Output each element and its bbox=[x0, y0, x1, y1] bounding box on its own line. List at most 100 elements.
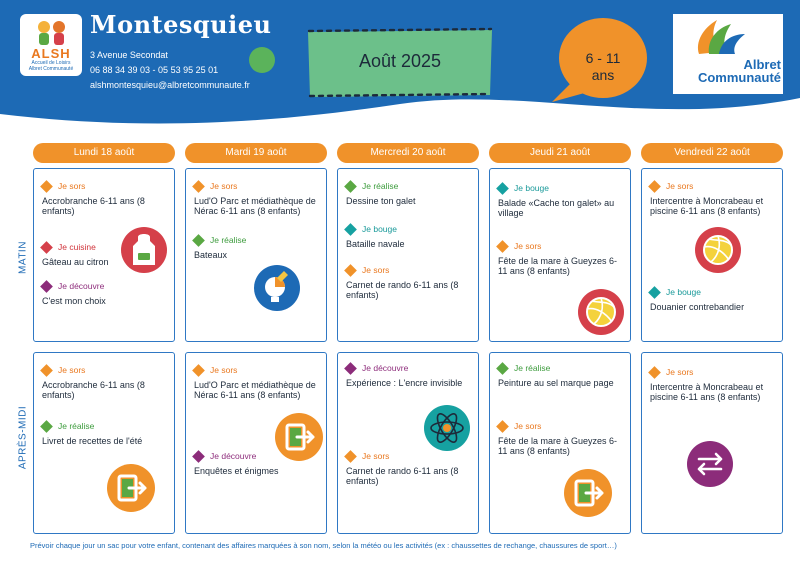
albret-logo: Albret Communauté bbox=[673, 14, 783, 94]
green-diamond-icon bbox=[344, 179, 357, 193]
activity: Je sors Lud'O Parc et médiathèque de Nér… bbox=[192, 363, 322, 400]
activity-text: Fête de la mare à Gueyzes 6-11 ans (8 en… bbox=[498, 256, 618, 276]
category-label: Je réalise bbox=[514, 363, 551, 373]
age-range-value: 6 - 11 bbox=[585, 50, 621, 66]
purple-diamond-icon bbox=[40, 279, 53, 293]
activity: Je sors Accrobranche 6-11 ans (8 enfants… bbox=[40, 363, 170, 400]
category-tag: Je sors bbox=[40, 363, 170, 377]
category-label: Je cuisine bbox=[58, 242, 96, 252]
activity: Je réalise Bateaux bbox=[192, 233, 322, 260]
orange-diamond-icon bbox=[496, 239, 509, 253]
teal-diamond-icon bbox=[344, 222, 357, 236]
activity: Je sors Carnet de rando 6-11 ans (8 enfa… bbox=[344, 263, 474, 300]
age-range: 6 - 11 ans bbox=[558, 50, 648, 84]
category-tag: Je sors bbox=[648, 179, 778, 193]
children-icon bbox=[38, 21, 65, 45]
activity-text: Lud'O Parc et médiathèque de Nérac 6-11 … bbox=[194, 196, 316, 216]
exit-door-icon bbox=[275, 413, 323, 461]
brand-line2: Communauté bbox=[697, 70, 781, 85]
day-header-thursday: Jeudi 21 août bbox=[489, 143, 631, 163]
activity: Je bouge Bataille navale bbox=[344, 222, 474, 249]
exit-door-icon bbox=[564, 469, 612, 517]
exit-door-icon bbox=[107, 464, 155, 512]
email[interactable]: alshmontesquieu@albretcommunaute.fr bbox=[90, 80, 250, 90]
activity-text: Lud'O Parc et médiathèque de Nérac 6-11 … bbox=[194, 380, 316, 400]
month-label: Août 2025 bbox=[358, 51, 442, 71]
category-label: Je sors bbox=[58, 365, 86, 375]
category-label: Je bouge bbox=[514, 183, 549, 193]
day-header-wednesday: Mercredi 20 août bbox=[337, 143, 479, 163]
green-diamond-icon bbox=[496, 361, 509, 375]
category-label: Je réalise bbox=[362, 181, 399, 191]
activity: Je sors Fête de la mare à Gueyzes 6-11 a… bbox=[496, 419, 626, 456]
age-range-unit: ans bbox=[591, 67, 615, 83]
red-diamond-icon bbox=[40, 240, 53, 254]
orange-diamond-icon bbox=[344, 263, 357, 277]
activity-text: Bateaux bbox=[194, 250, 228, 260]
activity-text: Bataille navale bbox=[346, 239, 405, 249]
activity: Je découvre Expérience : L'encre invisib… bbox=[344, 361, 474, 388]
cell-monday-afternoon: Je sors Accrobranche 6-11 ans (8 enfants… bbox=[33, 352, 175, 534]
volleyball-icon bbox=[578, 289, 624, 335]
brand-line1: Albret bbox=[743, 57, 781, 72]
green-diamond-icon bbox=[40, 419, 53, 433]
logo-line2: Albret Communauté bbox=[28, 66, 74, 72]
orange-diamond-icon bbox=[648, 365, 661, 379]
swap-arrows-icon bbox=[687, 441, 733, 487]
green-diamond-icon bbox=[192, 233, 205, 247]
activity: Je sors Intercentre à Moncrabeau et pisc… bbox=[648, 179, 778, 216]
category-label: Je sors bbox=[210, 365, 238, 375]
category-tag: Je sors bbox=[648, 365, 778, 379]
category-label: Je réalise bbox=[58, 421, 95, 431]
activity-text: Enquêtes et énigmes bbox=[194, 466, 279, 476]
activity-text: Carnet de rando 6-11 ans (8 enfants) bbox=[346, 466, 459, 486]
category-tag: Je réalise bbox=[344, 179, 474, 193]
footer-note: Prévoir chaque jour un sac pour votre en… bbox=[30, 541, 617, 550]
orange-diamond-icon bbox=[40, 179, 53, 193]
cell-monday-morning: Je sors Accrobranche 6-11 ans (8 enfants… bbox=[33, 168, 175, 342]
teal-diamond-icon bbox=[648, 285, 661, 299]
category-label: Je sors bbox=[58, 181, 86, 191]
activity: Je découvre C'est mon choix bbox=[40, 279, 170, 306]
row-label-morning: MATIN bbox=[17, 241, 29, 274]
phone-numbers: 06 88 34 39 03 - 05 53 95 25 01 bbox=[90, 65, 219, 75]
cell-wednesday-morning: Je réalise Dessine ton galet Je bouge Ba… bbox=[337, 168, 479, 342]
activity: Je sors Intercentre à Moncrabeau et pisc… bbox=[648, 365, 778, 402]
activity: Je sors Accrobranche 6-11 ans (8 enfants… bbox=[40, 179, 170, 216]
category-tag: Je bouge bbox=[648, 285, 778, 299]
orange-diamond-icon bbox=[496, 419, 509, 433]
category-tag: Je cuisine bbox=[40, 240, 122, 254]
category-tag: Je sors bbox=[192, 179, 322, 193]
category-label: Je bouge bbox=[362, 224, 397, 234]
activity-text: Accrobranche 6-11 ans (8 enfants) bbox=[42, 380, 145, 400]
activity-text: Peinture au sel marque page bbox=[498, 378, 614, 388]
activity-text: Balade «Cache ton galet» au village bbox=[498, 198, 615, 218]
page-title: Montesquieu bbox=[90, 10, 272, 39]
activity-text: C'est mon choix bbox=[42, 296, 106, 306]
orange-diamond-icon bbox=[192, 363, 205, 377]
category-tag: Je découvre bbox=[40, 279, 170, 293]
category-tag: Je bouge bbox=[496, 181, 626, 195]
activity: Je sors Carnet de rando 6-11 ans (8 enfa… bbox=[344, 449, 474, 486]
orange-diamond-icon bbox=[192, 179, 205, 193]
cell-tuesday-afternoon: Je sors Lud'O Parc et médiathèque de Nér… bbox=[185, 352, 327, 534]
header: ALSH Accueil de Loisirs Albret Communaut… bbox=[0, 0, 800, 132]
albret-flame-icon bbox=[697, 20, 745, 54]
month-banner: Août 2025 bbox=[305, 26, 495, 101]
activity: Je sors Lud'O Parc et médiathèque de Nér… bbox=[192, 179, 322, 216]
category-tag: Je réalise bbox=[40, 419, 170, 433]
activity-text: Dessine ton galet bbox=[346, 196, 416, 206]
logo-line1: Accueil de Loisirs bbox=[31, 60, 71, 66]
cell-friday-morning: Je sors Intercentre à Moncrabeau et pisc… bbox=[641, 168, 783, 342]
orange-diamond-icon bbox=[344, 449, 357, 463]
activity: Je réalise Peinture au sel marque page bbox=[496, 361, 626, 388]
category-tag: Je sors bbox=[192, 363, 322, 377]
orange-diamond-icon bbox=[648, 179, 661, 193]
activity: Je découvre Enquêtes et énigmes bbox=[192, 449, 322, 476]
category-label: Je sors bbox=[362, 265, 390, 275]
day-header-monday: Lundi 18 août bbox=[33, 143, 175, 163]
logo-subtitle: Accueil de Loisirs Albret Communauté bbox=[20, 60, 82, 72]
cell-friday-afternoon: Je sors Intercentre à Moncrabeau et pisc… bbox=[641, 352, 783, 534]
albret-wordmark: Albret Communauté bbox=[681, 58, 781, 84]
activity-text: Expérience : L'encre invisible bbox=[346, 378, 463, 388]
